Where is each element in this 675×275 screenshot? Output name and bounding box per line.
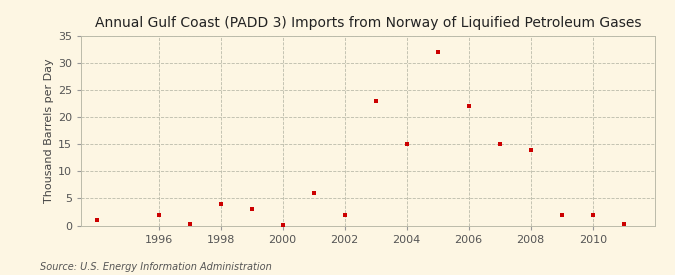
Point [463, 104, 474, 108]
Point [246, 207, 257, 211]
Point [184, 222, 195, 227]
Point [556, 213, 567, 217]
Point [370, 99, 381, 103]
Point [153, 213, 164, 217]
Point [91, 218, 102, 222]
Point [494, 142, 505, 146]
Text: Source: U.S. Energy Information Administration: Source: U.S. Energy Information Administ… [40, 262, 272, 272]
Point [432, 50, 443, 54]
Point [340, 213, 350, 217]
Point [525, 147, 536, 152]
Point [277, 223, 288, 227]
Point [215, 202, 226, 206]
Title: Annual Gulf Coast (PADD 3) Imports from Norway of Liquified Petroleum Gases: Annual Gulf Coast (PADD 3) Imports from … [95, 16, 641, 31]
Y-axis label: Thousand Barrels per Day: Thousand Barrels per Day [44, 58, 54, 203]
Point [587, 213, 598, 217]
Point [308, 191, 319, 195]
Point [618, 222, 629, 227]
Point [401, 142, 412, 146]
